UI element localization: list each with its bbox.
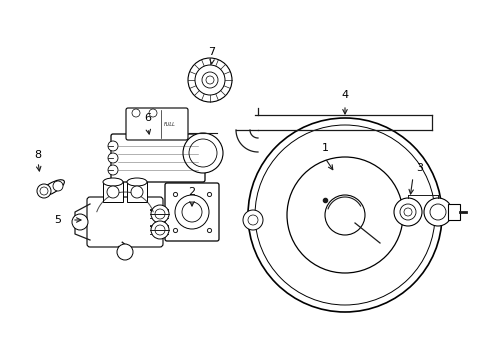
Circle shape [195,65,224,95]
Text: 5: 5 [54,215,61,225]
Circle shape [107,186,119,198]
FancyBboxPatch shape [111,134,204,182]
Ellipse shape [103,178,123,186]
Text: 8: 8 [34,150,41,160]
Circle shape [108,165,118,175]
Bar [447,204,459,220]
Circle shape [155,209,164,219]
Circle shape [403,208,411,216]
Text: 1: 1 [321,143,328,153]
Circle shape [132,109,140,117]
Text: 3: 3 [416,163,423,173]
Circle shape [131,186,142,198]
Circle shape [151,205,169,223]
Circle shape [151,221,169,239]
Circle shape [243,210,263,230]
Circle shape [175,195,208,229]
Circle shape [393,198,421,226]
Circle shape [182,202,202,222]
Circle shape [183,133,223,173]
FancyBboxPatch shape [164,183,219,241]
Text: FULL: FULL [164,122,176,126]
Circle shape [53,181,63,191]
Circle shape [40,187,48,195]
Circle shape [117,244,133,260]
Ellipse shape [40,180,64,196]
Text: 7: 7 [208,47,215,57]
Circle shape [187,58,231,102]
Circle shape [247,215,258,225]
Circle shape [108,141,118,151]
FancyBboxPatch shape [126,108,187,140]
Text: 2: 2 [188,187,195,197]
Circle shape [325,195,364,235]
Circle shape [149,109,157,117]
Circle shape [189,139,217,167]
Circle shape [108,153,118,163]
Text: 6: 6 [144,113,151,123]
Circle shape [423,198,451,226]
Circle shape [205,76,214,84]
Circle shape [37,184,51,198]
Bar [103,182,123,202]
Ellipse shape [127,178,147,186]
Circle shape [429,204,445,220]
Circle shape [247,118,441,312]
Circle shape [155,225,164,235]
Circle shape [254,125,434,305]
Circle shape [72,214,88,230]
FancyBboxPatch shape [87,197,163,247]
Text: 4: 4 [341,90,348,100]
Bar [127,182,147,202]
Circle shape [202,72,218,88]
Circle shape [286,157,402,273]
Circle shape [399,204,415,220]
